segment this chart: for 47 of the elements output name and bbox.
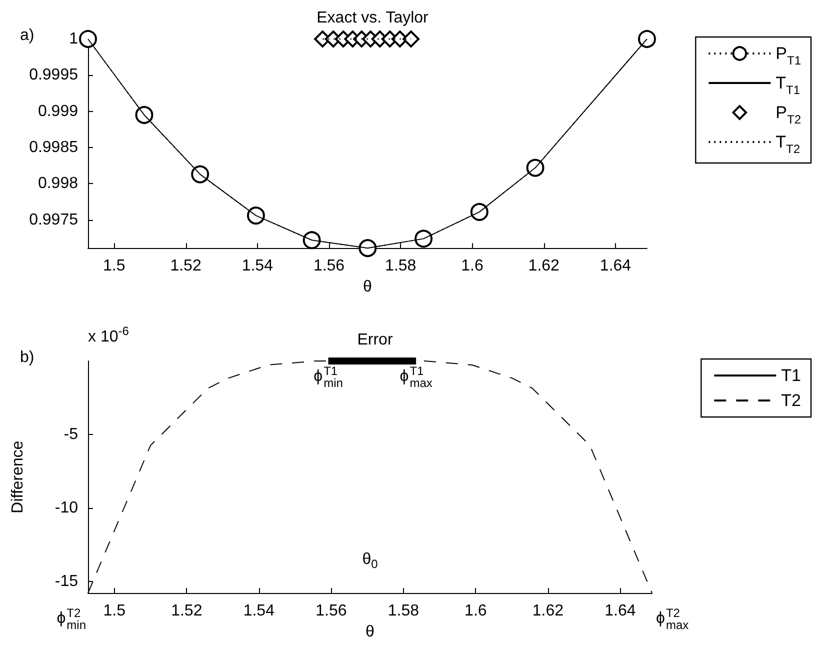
y-tick-label: -5 (64, 426, 78, 443)
x-tick-label: 1.58 (388, 602, 420, 620)
text: b) (20, 349, 34, 367)
x-tick-label: 1.56 (316, 602, 347, 620)
y-tick-label: 1 (69, 30, 78, 48)
text: x 10$^{-6}$ (88, 324, 129, 346)
point (526, 158, 544, 177)
point (135, 106, 154, 124)
y-tick-label: 0.999 (38, 102, 78, 120)
x-tick-label: 1.62 (532, 602, 564, 620)
y-tick-label: -15 (54, 572, 78, 590)
point (302, 231, 321, 250)
point (470, 202, 488, 221)
point (246, 206, 265, 225)
y-tick-label: 0.9985 (29, 139, 78, 156)
x-tick-label: 1.5 (103, 258, 126, 275)
point (191, 165, 210, 184)
point (638, 30, 656, 48)
x-tick-label: 1.58 (385, 258, 416, 275)
x-axis-title: θ (366, 623, 375, 640)
x-tick-label: 1.6 (464, 602, 487, 620)
y-tick-label: -10 (54, 499, 78, 516)
x-axis-title: θ (363, 278, 372, 296)
x-tick-label: 1.54 (242, 258, 274, 275)
y-axis-title: Difference (10, 440, 26, 514)
y-tick-label: 0.9975 (29, 211, 78, 228)
x-tick-label: 1.52 (170, 258, 202, 275)
y-tick-label: 0.9995 (29, 66, 78, 84)
x-tick-label: 1.54 (243, 602, 275, 620)
chart-title: Exact vs. Taylor (316, 10, 430, 26)
x-tick-label: 1.64 (604, 602, 636, 620)
point (414, 230, 433, 248)
y-tick-label: 0.998 (38, 175, 78, 192)
annotation: θ$_{0}$ (362, 551, 378, 572)
chart-title: Error (357, 332, 394, 348)
x-tick-label: 1.62 (528, 258, 560, 275)
text: a) (20, 27, 34, 45)
x-tick-label: 1.5 (103, 602, 126, 620)
x-tick-label: 1.56 (313, 258, 345, 275)
point (358, 239, 377, 258)
x-tick-label: 1.6 (461, 258, 484, 275)
x-tick-label: 1.52 (171, 602, 202, 620)
point (79, 30, 97, 48)
x-tick-label: 1.64 (600, 258, 632, 275)
legend-label: T2 (781, 391, 802, 410)
point (402, 30, 420, 48)
legend-label: T1 (781, 366, 802, 385)
